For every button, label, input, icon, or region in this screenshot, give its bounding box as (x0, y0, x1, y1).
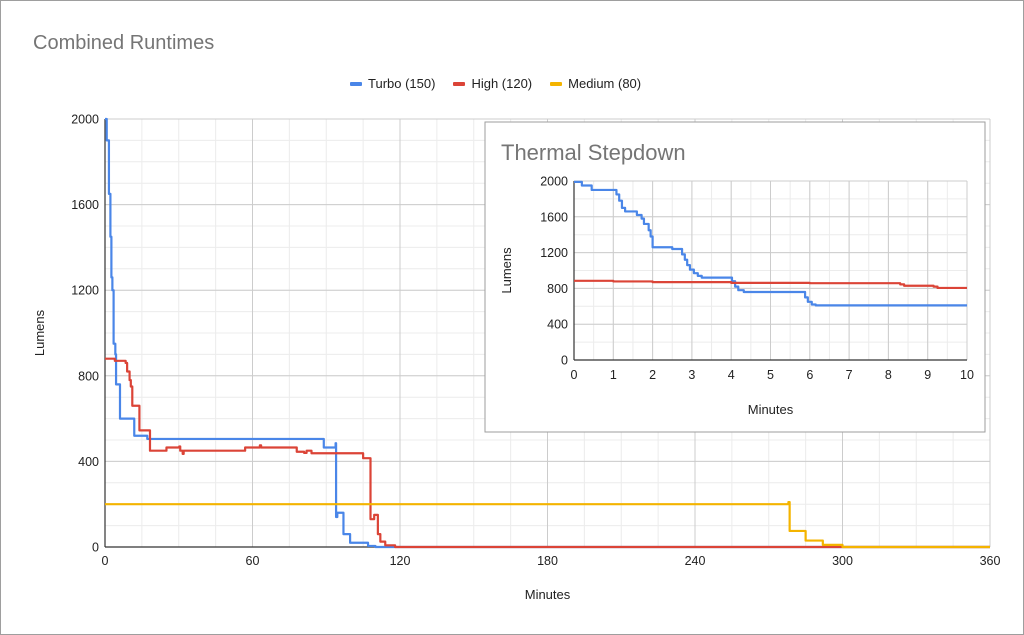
y-tick-label: 800 (547, 282, 568, 296)
series-line-high[interactable] (105, 357, 990, 549)
x-tick-label: 8 (885, 368, 892, 382)
x-tick-label: 3 (688, 368, 695, 382)
x-tick-label: 10 (960, 368, 974, 382)
x-tick-label: 240 (685, 554, 706, 568)
legend-item-turbo[interactable]: Turbo (150) (350, 76, 435, 91)
inset-panel (484, 121, 986, 433)
legend-label: Turbo (150) (368, 76, 436, 91)
legend-swatch-turbo (350, 81, 362, 86)
legend-item-high[interactable]: High (120) (453, 76, 532, 91)
series-line-turbo[interactable] (574, 180, 967, 307)
y-tick-label: 400 (547, 318, 568, 332)
x-tick-label: 60 (246, 554, 260, 568)
x-tick-label: 360 (980, 554, 1001, 568)
x-tick-label: 300 (832, 554, 853, 568)
y-tick-label: 800 (78, 369, 99, 383)
chart-title: Combined Runtimes (33, 32, 215, 54)
legend-item-medium[interactable]: Medium (80) (550, 76, 641, 91)
x-axis-label: Minutes (748, 402, 794, 417)
series-line-turbo[interactable] (105, 117, 990, 549)
legend: Turbo (150) High (120) Medium (80) (350, 76, 641, 91)
y-axis-label: Lumens (32, 309, 47, 356)
x-tick-label: 0 (102, 554, 109, 568)
inset-chart: 0 1 2 3 4 5 6 7 8 9 10 0 400 800 1200 1600 2000 Minutes Lu… (499, 175, 974, 418)
x-tick-label: 0 (571, 368, 578, 382)
x-tick-label: 1 (610, 368, 617, 382)
y-tick-label: 1200 (71, 284, 99, 298)
y-tick-label: 400 (78, 455, 99, 469)
inset-title: Thermal Stepdown (501, 140, 686, 165)
y-tick-label: 2000 (540, 175, 568, 189)
legend-label: High (120) (471, 76, 533, 91)
x-tick-label: 6 (806, 368, 813, 382)
y-tick-label: 1600 (71, 198, 99, 212)
series-line-medium[interactable] (105, 500, 990, 549)
y-tick-label: 0 (561, 354, 568, 368)
y-tick-label: 2000 (71, 113, 99, 127)
series-line-high[interactable] (574, 279, 967, 290)
legend-swatch-high (453, 81, 466, 86)
x-tick-label: 180 (537, 554, 558, 568)
y-tick-label: 1200 (540, 246, 568, 260)
legend-label: Medium (80) (568, 76, 642, 91)
x-axis-label: Minutes (525, 587, 571, 602)
y-axis-label: Lumens (499, 247, 514, 294)
x-tick-label: 9 (924, 368, 931, 382)
y-tick-label: 0 (92, 541, 99, 555)
x-tick-label: 4 (728, 368, 735, 382)
y-tick-label: 1600 (540, 210, 568, 224)
x-tick-label: 120 (390, 554, 411, 568)
x-tick-label: 5 (767, 368, 774, 382)
x-tick-label: 2 (649, 368, 656, 382)
x-tick-label: 7 (846, 368, 853, 382)
legend-swatch-medium (550, 81, 563, 86)
